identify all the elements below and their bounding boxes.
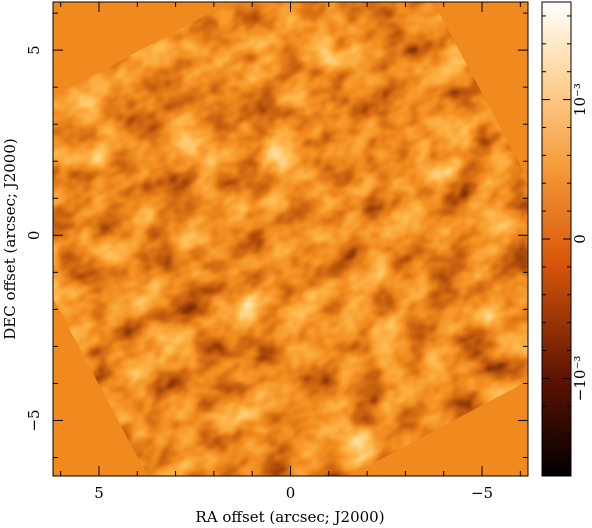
y-axis-label: DEC offset (arcsec; J2000) — [1, 138, 19, 339]
colorbar-tick-label: 0 — [571, 234, 589, 244]
axis-ticks: 5 0 −5 5 0 −5 — [25, 2, 528, 502]
y-tick-label: 5 — [25, 45, 43, 55]
y-tick-label: 0 — [25, 231, 43, 241]
x-axis-label: RA offset (arcsec; J2000) — [195, 508, 384, 526]
y-tick-label: −5 — [25, 409, 43, 431]
x-tick-label: −5 — [471, 484, 493, 502]
x-tick-label: 5 — [94, 484, 104, 502]
colorbar-tick-label: 10⁻³ — [571, 83, 589, 116]
colorbar-ticks: −10⁻³ 0 10⁻³ — [542, 15, 589, 463]
x-tick-label: 0 — [286, 484, 296, 502]
colorbar-tick-label: −10⁻³ — [571, 356, 589, 402]
